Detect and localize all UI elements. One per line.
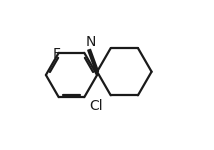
Text: Cl: Cl <box>89 99 103 113</box>
Text: F: F <box>52 47 60 61</box>
Text: N: N <box>86 35 96 49</box>
